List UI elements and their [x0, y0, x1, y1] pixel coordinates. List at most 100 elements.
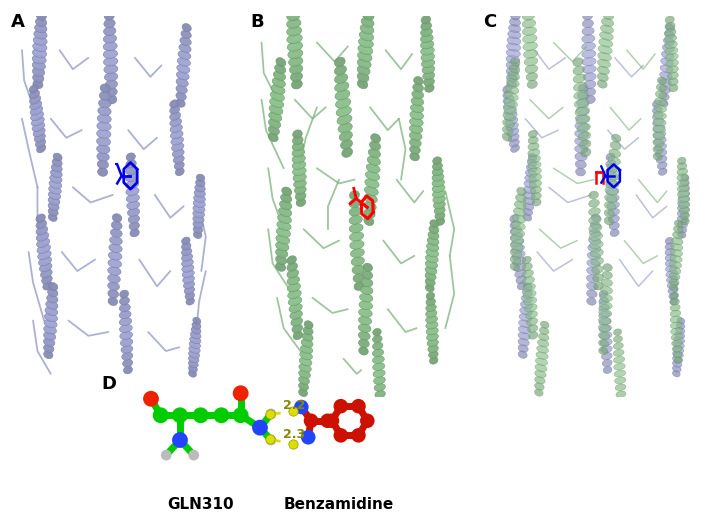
Ellipse shape — [428, 351, 439, 358]
Ellipse shape — [288, 57, 303, 66]
Ellipse shape — [667, 281, 678, 288]
Ellipse shape — [270, 92, 285, 101]
Ellipse shape — [268, 133, 278, 142]
Ellipse shape — [364, 194, 378, 203]
Ellipse shape — [108, 259, 121, 268]
Ellipse shape — [656, 150, 667, 157]
Ellipse shape — [104, 19, 115, 28]
Ellipse shape — [129, 215, 139, 223]
Ellipse shape — [180, 37, 191, 45]
Ellipse shape — [119, 311, 131, 318]
Ellipse shape — [518, 339, 529, 346]
Ellipse shape — [277, 214, 291, 223]
Ellipse shape — [665, 16, 674, 23]
Ellipse shape — [335, 98, 351, 108]
Ellipse shape — [48, 197, 60, 205]
Ellipse shape — [574, 99, 589, 107]
Ellipse shape — [288, 297, 302, 306]
Ellipse shape — [582, 50, 596, 58]
Ellipse shape — [510, 58, 520, 66]
Ellipse shape — [600, 286, 613, 294]
Ellipse shape — [528, 161, 541, 169]
Ellipse shape — [507, 128, 519, 136]
Ellipse shape — [503, 101, 515, 110]
Ellipse shape — [587, 297, 596, 305]
Ellipse shape — [413, 84, 423, 92]
Ellipse shape — [589, 232, 603, 240]
Ellipse shape — [661, 51, 674, 59]
Ellipse shape — [529, 168, 542, 175]
Ellipse shape — [678, 195, 690, 202]
Ellipse shape — [665, 259, 677, 266]
Ellipse shape — [597, 73, 608, 81]
Ellipse shape — [176, 65, 190, 73]
Ellipse shape — [175, 168, 184, 176]
Ellipse shape — [429, 225, 439, 233]
Ellipse shape — [519, 314, 532, 321]
Ellipse shape — [666, 276, 678, 283]
Ellipse shape — [536, 358, 547, 366]
Ellipse shape — [120, 297, 129, 305]
Point — [362, 416, 373, 425]
Ellipse shape — [605, 174, 618, 181]
Ellipse shape — [526, 311, 537, 319]
Ellipse shape — [507, 37, 521, 45]
Ellipse shape — [360, 24, 374, 34]
Ellipse shape — [425, 304, 436, 312]
Point — [265, 436, 277, 444]
Ellipse shape — [33, 128, 45, 136]
Ellipse shape — [585, 96, 595, 104]
Ellipse shape — [599, 39, 613, 47]
Ellipse shape — [669, 85, 678, 92]
Ellipse shape — [34, 133, 46, 142]
Ellipse shape — [363, 263, 372, 271]
Ellipse shape — [367, 156, 380, 166]
Ellipse shape — [522, 12, 535, 20]
Ellipse shape — [433, 195, 445, 203]
Ellipse shape — [653, 113, 664, 120]
Ellipse shape — [301, 339, 313, 348]
Ellipse shape — [104, 27, 116, 35]
Ellipse shape — [426, 249, 439, 257]
Ellipse shape — [668, 78, 678, 86]
Ellipse shape — [269, 105, 283, 115]
Ellipse shape — [677, 168, 688, 175]
Ellipse shape — [666, 24, 674, 31]
Ellipse shape — [359, 346, 368, 355]
Ellipse shape — [510, 139, 519, 147]
Ellipse shape — [362, 271, 372, 279]
Ellipse shape — [576, 115, 589, 123]
Ellipse shape — [672, 345, 682, 352]
Ellipse shape — [120, 332, 133, 340]
Ellipse shape — [574, 90, 588, 99]
Ellipse shape — [427, 339, 439, 346]
Ellipse shape — [292, 142, 304, 151]
Ellipse shape — [523, 42, 537, 51]
Ellipse shape — [424, 78, 434, 86]
Ellipse shape — [510, 239, 523, 247]
Ellipse shape — [433, 162, 442, 170]
Ellipse shape — [52, 164, 62, 172]
Ellipse shape — [111, 221, 122, 230]
Ellipse shape — [590, 222, 601, 230]
Ellipse shape — [587, 282, 598, 290]
Ellipse shape — [420, 34, 433, 43]
Ellipse shape — [33, 80, 43, 89]
Ellipse shape — [575, 107, 590, 116]
Ellipse shape — [678, 202, 690, 208]
Point — [160, 451, 172, 459]
Ellipse shape — [100, 84, 110, 93]
Ellipse shape — [522, 270, 534, 278]
Ellipse shape — [510, 144, 520, 152]
Ellipse shape — [357, 52, 372, 61]
Ellipse shape — [182, 264, 194, 272]
Ellipse shape — [575, 130, 589, 138]
Ellipse shape — [666, 60, 678, 67]
Ellipse shape — [41, 269, 52, 278]
Ellipse shape — [293, 136, 303, 144]
Ellipse shape — [507, 80, 517, 88]
Ellipse shape — [665, 53, 678, 61]
Ellipse shape — [414, 77, 423, 85]
Ellipse shape — [617, 398, 626, 405]
Ellipse shape — [277, 221, 291, 230]
